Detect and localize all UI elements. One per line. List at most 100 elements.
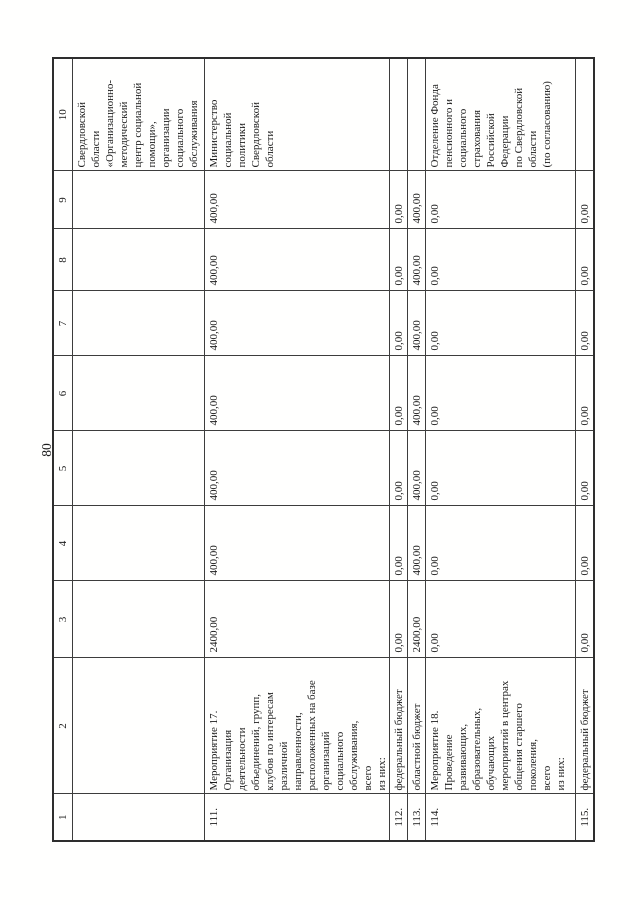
cell-text-line: объединений, групп, <box>250 693 262 791</box>
executor-cell <box>407 58 426 171</box>
column-number-header: 7 <box>53 291 73 356</box>
amount-cell <box>72 356 205 431</box>
amount-cell: 0,00 <box>575 356 594 431</box>
cell-text-line: «Организационно- <box>104 79 116 168</box>
amount-cell: 0,00 <box>425 356 576 431</box>
cell-text-line: социальной <box>222 112 234 168</box>
table-row: Свердловской области «Организационно-метод… <box>72 58 205 841</box>
cell-text-line: по Свердловской <box>513 87 525 168</box>
amount-cell: 400,00 <box>407 356 426 431</box>
amount-cell: 0,00 <box>425 229 576 291</box>
amount-cell: 400,00 <box>204 431 390 506</box>
cell-text-line: методический <box>118 101 130 168</box>
amount-cell: 400,00 <box>204 229 390 291</box>
amount-cell: 0,00 <box>389 431 408 506</box>
row-number-cell <box>72 794 205 841</box>
cell-text-line: Российской <box>485 113 497 168</box>
cell-text-line: из них: <box>555 757 567 791</box>
program-measures-table: 1 2 3 4 5 6 7 8 9 10 Свердловской области… <box>52 57 595 842</box>
amount-cell: 0,00 <box>575 291 594 356</box>
table-row: 113. областной бюджет 2400,00 400,00 400,00 4… <box>407 58 426 841</box>
cell-text-line: всего <box>362 765 374 791</box>
cell-text-line: центр социальной <box>132 82 144 168</box>
row-number-cell: 114. <box>425 794 576 841</box>
cell-text-line: клубов по интересам <box>264 692 276 791</box>
executor-cell <box>575 58 594 171</box>
amount-cell: 0,00 <box>389 581 408 658</box>
cell-text-line: поколения, <box>527 739 539 791</box>
cell-text-line: Свердловской <box>250 102 262 168</box>
row-number-cell: 115. <box>575 794 594 841</box>
cell-text-line: Проведение <box>443 734 455 791</box>
amount-cell <box>72 229 205 291</box>
column-number-header: 4 <box>53 506 73 581</box>
amount-cell <box>72 291 205 356</box>
cell-text-line: обслуживания, <box>348 720 360 791</box>
cell-text-line: Мероприятие 17. <box>208 710 220 791</box>
cell-text-line: пенсионного и <box>443 98 455 168</box>
measure-name-cell: федеральный бюджет <box>575 658 594 794</box>
measure-name-cell: областной бюджет <box>407 658 426 794</box>
cell-text-line: области <box>90 130 102 168</box>
amount-cell: 0,00 <box>575 171 594 229</box>
cell-text-line: организации <box>160 108 172 168</box>
amount-cell: 400,00 <box>407 171 426 229</box>
cell-text-line: области <box>264 130 276 168</box>
measure-name-cell: Мероприятие 17. Организация деятельности об… <box>204 658 390 794</box>
amount-cell: 0,00 <box>575 229 594 291</box>
executor-cell <box>389 58 408 171</box>
cell-text-line: (по согласованию) <box>541 81 553 168</box>
measure-name-cell: федеральный бюджет <box>389 658 408 794</box>
column-number-header: 6 <box>53 356 73 431</box>
table-row: 115. федеральный бюджет 0,00 0,00 0,00 0,00 0,… <box>575 58 594 841</box>
amount-cell: 400,00 <box>204 171 390 229</box>
amount-cell: 0,00 <box>425 291 576 356</box>
amount-cell: 0,00 <box>425 506 576 581</box>
executor-cell: Министерство социальной политики Свердловск… <box>204 58 390 171</box>
table-row: 111. Мероприятие 17. Организация деятельнос… <box>204 58 390 841</box>
amount-cell: 400,00 <box>407 506 426 581</box>
column-numbers-row: 1 2 3 4 5 6 7 8 9 10 <box>53 58 73 841</box>
cell-text-line: из них: <box>376 757 388 791</box>
measure-name-cell <box>72 658 205 794</box>
measure-name-cell: Мероприятие 18. Проведение развивающих, обр… <box>425 658 576 794</box>
cell-text-line: всего <box>541 765 553 791</box>
row-number-cell: 112. <box>389 794 408 841</box>
column-number-header: 5 <box>53 431 73 506</box>
table-body: Свердловской области «Организационно-метод… <box>72 58 594 841</box>
table-row: 112. федеральный бюджет 0,00 0,00 0,00 0,00 0,… <box>389 58 408 841</box>
amount-cell: 400,00 <box>407 291 426 356</box>
amount-cell: 2400,00 <box>204 581 390 658</box>
amount-cell: 400,00 <box>407 431 426 506</box>
cell-text-line: направленности, <box>292 712 304 791</box>
amount-cell: 0,00 <box>575 506 594 581</box>
rotated-table-inner: 1 2 3 4 5 6 7 8 9 10 Свердловской области… <box>52 57 595 842</box>
cell-text-line: Свердловской <box>76 102 88 168</box>
cell-text-line: страхования <box>471 109 483 168</box>
cell-text-line: помощи», <box>146 121 158 168</box>
row-number-cell: 111. <box>204 794 390 841</box>
cell-text-line: обслуживания <box>188 100 200 168</box>
cell-text-line: организаций <box>320 731 332 791</box>
amount-cell: 0,00 <box>389 506 408 581</box>
amount-cell: 0,00 <box>389 229 408 291</box>
amount-cell <box>72 581 205 658</box>
cell-text-line: социального <box>334 731 346 791</box>
amount-cell: 400,00 <box>204 356 390 431</box>
column-number-header: 3 <box>53 581 73 658</box>
cell-text-line: политики <box>236 122 248 168</box>
executor-cell: Свердловской области «Организационно-метод… <box>72 58 205 171</box>
amount-cell: 0,00 <box>389 291 408 356</box>
amount-cell: 0,00 <box>425 431 576 506</box>
cell-text-line: мероприятий в центрах <box>499 680 511 791</box>
table-header: 1 2 3 4 5 6 7 8 9 10 <box>53 58 73 841</box>
amount-cell <box>72 506 205 581</box>
amount-cell <box>72 171 205 229</box>
amount-cell: 0,00 <box>389 171 408 229</box>
column-number-header: 1 <box>53 794 73 841</box>
column-number-header: 9 <box>53 171 73 229</box>
cell-text-line: социального <box>457 108 469 168</box>
amount-cell: 0,00 <box>575 431 594 506</box>
row-number-cell: 113. <box>407 794 426 841</box>
cell-text-line: общения старшего <box>513 703 525 791</box>
